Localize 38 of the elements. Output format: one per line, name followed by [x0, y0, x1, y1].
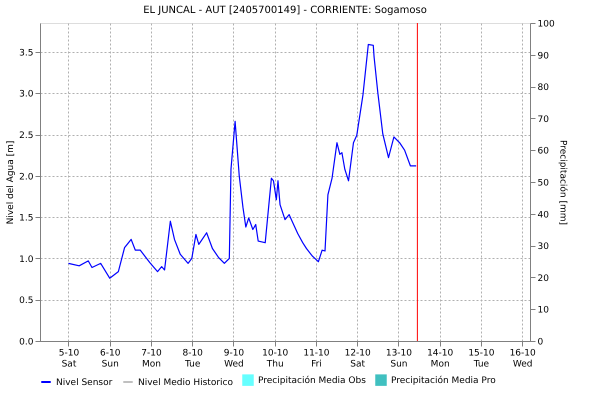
y-tick-label: 2.0 — [19, 172, 34, 182]
legend-label: Precipitación Media Obs — [258, 375, 366, 386]
x-tick-label: 14-10 Mon — [427, 348, 454, 370]
y-tick-label: 3.0 — [19, 90, 34, 100]
y2-tick-label: 50 — [538, 178, 550, 188]
x-tick-label: 8-10 Tue — [182, 348, 204, 370]
y-tick-label: 1.5 — [19, 214, 34, 224]
x-tick-label: 11-10 Fri — [303, 348, 330, 370]
y2-tick-label: 70 — [538, 114, 550, 125]
y-tick-label: 0.0 — [19, 338, 34, 348]
y-tick-label: 0.5 — [19, 296, 34, 306]
x-tick-label: 16-10 Wed — [510, 348, 536, 370]
y2-tick-label: 0 — [538, 338, 544, 348]
y-tick-label: 3.5 — [19, 48, 34, 58]
y-tick-label: 1.0 — [19, 254, 34, 265]
x-tick-label: 15-10 Tue — [468, 348, 495, 370]
y2-axis-title: Precipitación [mm] — [558, 140, 569, 226]
x-tick-label: 5-10 Sat — [58, 348, 80, 370]
x-tick-label: 13-10 Sun — [386, 348, 412, 370]
y2-tick-label: 60 — [538, 146, 550, 157]
x-tick-label: 6-10 Sun — [100, 348, 121, 370]
y2-tick-label: 90 — [538, 51, 550, 62]
y-axis-title: Nivel del Agua [m] — [6, 140, 16, 224]
y-tick-label: 2.5 — [19, 131, 34, 142]
y2-tick-label: 30 — [538, 242, 550, 252]
legend-label: Nivel Sensor — [56, 378, 113, 388]
x-tick-label: 7-10 Mon — [141, 348, 162, 370]
x-tick-label: 12-10 Sat — [344, 348, 372, 370]
x-tick-label: 10-10 Thu — [262, 348, 289, 370]
y2-tick-label: 100 — [538, 20, 555, 30]
x-tick-label: 9-10 Wed — [224, 348, 244, 370]
legend-label: Nivel Medio Historico — [138, 378, 234, 388]
y2-tick-label: 20 — [538, 274, 550, 284]
chart-title: EL JUNCAL - AUT [2405700149] - CORRIENTE: Sogamoso — [143, 5, 427, 16]
y2-tick-label: 40 — [538, 210, 550, 220]
legend-label: Precipitación Media Pro — [391, 375, 496, 386]
y2-tick-label: 10 — [538, 306, 550, 316]
y2-tick-label: 80 — [538, 83, 550, 94]
